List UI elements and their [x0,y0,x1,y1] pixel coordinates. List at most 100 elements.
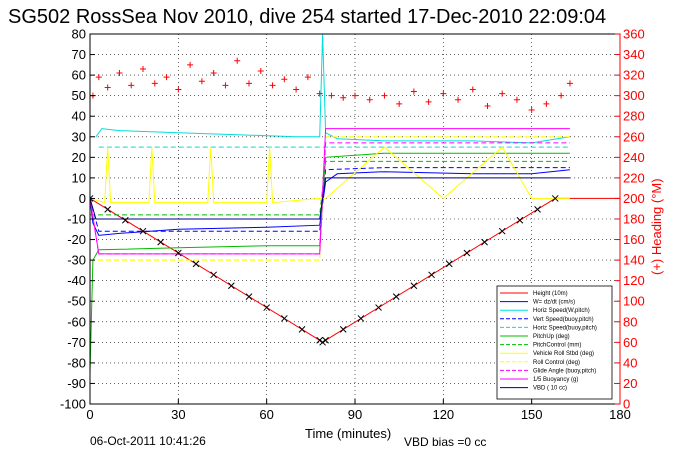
height-marker [498,227,506,235]
height-marker [174,249,182,257]
y-tick-label: 10 [72,170,86,185]
y2-tick-label: 160 [623,232,645,247]
legend-label: Height (10m) [533,291,568,297]
legend-label: PitchControl (mm) [533,343,581,349]
legend-label: Vehicle Roll Stbd (deg) [533,351,594,357]
heading-point [246,80,252,87]
legend-label: Glide Angle (buoy,pitch) [533,368,596,374]
height-marker [534,206,541,213]
heading-point [566,80,573,87]
y2-tick-label: 240 [623,150,645,165]
legend-label: 1/5 Buoyancy (g) [533,377,578,383]
x-tick-label: 30 [171,407,185,422]
y-tick-label: 0 [79,191,86,206]
heading-point [187,61,194,68]
x-tick-label: 90 [348,407,362,422]
heading-point [163,74,170,81]
y-tick-label: 20 [72,150,86,165]
legend-box [496,285,613,400]
y-tick-label: -10 [67,212,86,227]
heading-point [425,98,432,105]
y-tick-label: -60 [67,314,86,329]
legend-label: W= dz/dt (cm/s) [533,300,575,306]
series-line-5 [90,152,570,374]
series-line-7 [90,146,570,204]
y2-tick-label: 220 [623,170,645,185]
height-marker [210,271,218,279]
legend-label: Vert Speed(buoy,pitch) [533,317,594,323]
y2-tick-label: 320 [623,68,645,83]
chart-title: SG502 RossSea Nov 2010, dive 254 started… [8,6,606,28]
y2-tick-label: 120 [623,273,645,288]
y2-tick-label: 100 [623,294,645,309]
heading-point [304,74,311,81]
y2-tick-label: 140 [623,253,645,268]
heading-point [116,70,123,77]
heading-point [293,86,300,93]
height-marker [121,216,129,224]
y-tick-label: -40 [67,273,86,288]
heading-point [366,96,373,103]
heading-point [469,86,476,93]
heading-point [381,92,388,99]
height-marker [263,304,271,311]
y2-tick-label: 0 [623,397,630,412]
height-marker [192,260,200,268]
y-tick-label: -50 [67,294,86,309]
height-marker [227,282,235,290]
heading-point [151,80,158,87]
heading-point [316,90,323,97]
series-layer [90,34,620,374]
x-tick-label: 0 [86,407,93,422]
heading-point [104,84,111,91]
y2-tick-label: 200 [623,191,645,206]
x-tick-label: 180 [609,407,631,422]
height-marker [104,206,112,213]
y-tick-label: 30 [72,129,86,144]
heading-point [543,100,550,107]
y2-tick-label: 60 [623,335,637,350]
footer-date: 06-Oct-2011 10:41:26 [90,434,206,448]
height-marker [375,304,382,311]
heading-point [222,82,229,89]
y2-tick-label: 40 [623,355,637,370]
x-tick-label: 120 [432,407,454,422]
legend-label: Roll Control (deg) [533,360,580,366]
y-tick-label: 80 [72,27,86,42]
height-marker [139,227,147,235]
legend: Height (10m) W= dz/dt (cm/s) Horiz Speed(W… [496,285,613,400]
heading-point [528,107,535,114]
heading-point [257,68,264,74]
y-tick-label: -90 [67,376,86,391]
series-line-1 [90,169,570,236]
x-axis-label: Time (minutes) [305,426,391,441]
height-marker [551,195,559,202]
legend-label: Horiz Speed(W,pitch) [533,308,590,314]
heading-point [558,92,565,99]
height-marker [319,338,326,346]
heading-point [328,92,335,99]
height-marker [339,326,347,333]
x-tick-label: 150 [521,407,543,422]
y-axis-ticks: -100-90-80-70-60-50-40-30-20-10010203040… [60,27,95,412]
height-marker [410,282,418,290]
heading-point [513,96,520,103]
y2-tick-label: 80 [623,314,637,329]
series-line-3 [90,167,570,232]
height-marker [298,326,306,333]
heading-point [281,76,288,83]
heading-markers [90,57,573,114]
y2-tick-label: 180 [623,212,645,227]
heading-point [352,92,358,99]
y2-axis-ticks: 0 20 40 60 80 100 120 140 160 180 200 220 240 260 280 3… [615,27,645,412]
height-marker [445,260,453,268]
series-line-10 [90,128,570,255]
heading-point [396,100,403,107]
x-tick-label: 60 [259,407,273,422]
y-tick-label: -30 [67,253,86,268]
series-line-2 [95,34,570,144]
heading-point [499,90,506,97]
height-marker [157,238,165,246]
y-tick-label: -70 [67,335,86,350]
